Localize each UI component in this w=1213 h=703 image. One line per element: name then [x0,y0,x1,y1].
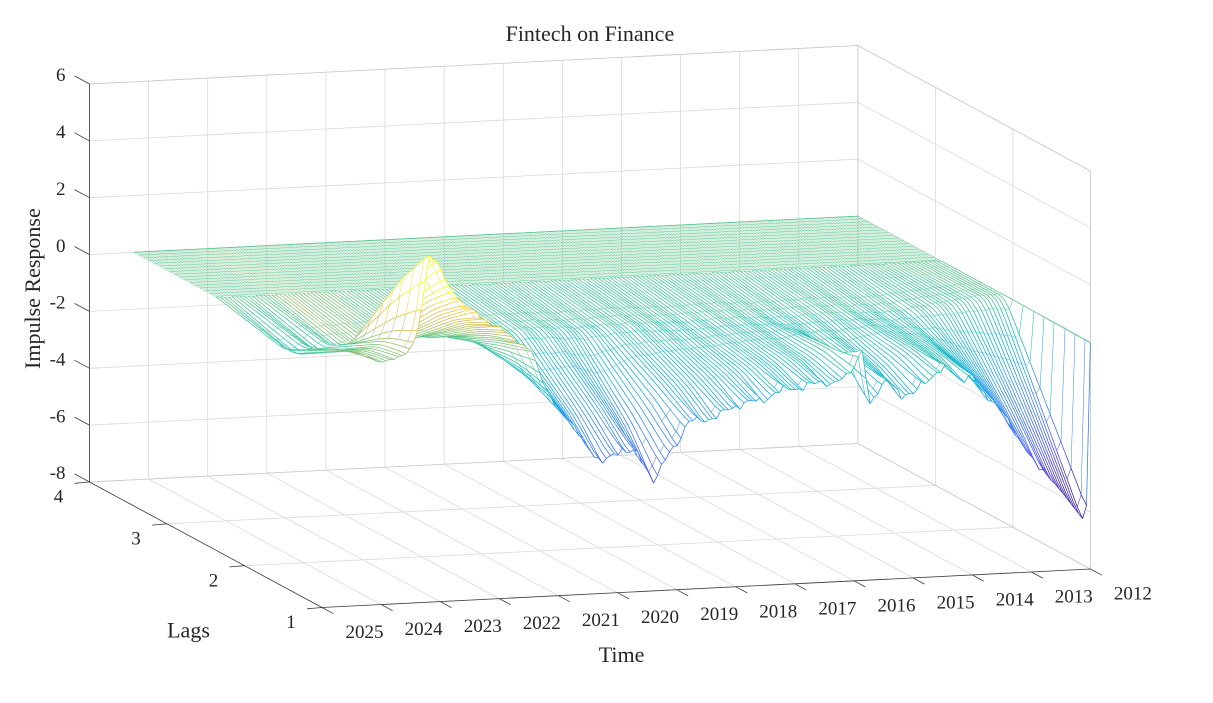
svg-text:-8: -8 [50,463,66,484]
svg-text:2025: 2025 [346,622,384,643]
svg-text:2022: 2022 [523,613,561,634]
svg-text:2020: 2020 [641,607,679,628]
svg-text:Fintech on Finance: Fintech on Finance [506,21,675,46]
svg-text:4: 4 [54,487,64,508]
svg-text:Time: Time [599,642,645,667]
svg-text:3: 3 [131,528,141,549]
svg-text:6: 6 [56,65,66,86]
svg-text:2024: 2024 [405,619,444,640]
svg-text:2019: 2019 [700,604,738,625]
svg-text:4: 4 [56,122,66,143]
svg-text:2: 2 [209,570,219,591]
svg-text:2017: 2017 [818,598,856,619]
svg-text:-4: -4 [50,349,66,370]
svg-text:2016: 2016 [878,595,916,616]
svg-text:0: 0 [56,236,66,257]
svg-text:-6: -6 [50,406,66,427]
svg-text:2023: 2023 [464,616,502,637]
svg-text:2014: 2014 [996,589,1035,610]
svg-text:2013: 2013 [1055,586,1093,607]
svg-text:-2: -2 [50,293,66,314]
svg-text:2012: 2012 [1114,583,1152,604]
svg-text:1: 1 [286,612,296,633]
svg-text:2021: 2021 [582,610,620,631]
svg-text:2015: 2015 [937,592,975,613]
svg-text:2: 2 [56,179,66,200]
svg-text:Lags: Lags [167,618,210,643]
svg-text:Impulse Response: Impulse Response [20,208,45,369]
svg-text:2018: 2018 [759,601,797,622]
